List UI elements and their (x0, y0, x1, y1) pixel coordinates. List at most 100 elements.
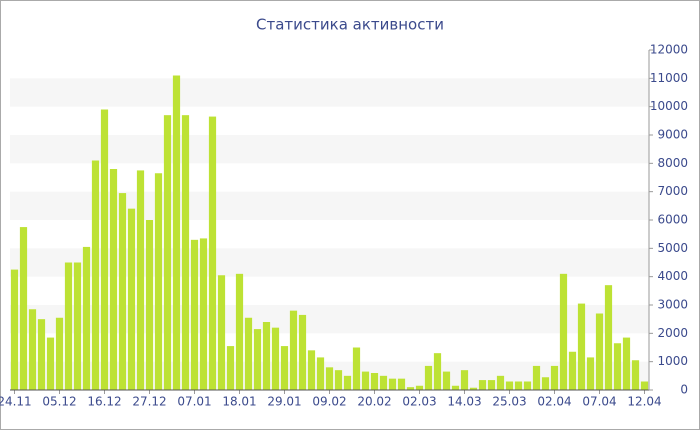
bar (442, 371, 451, 390)
bar (181, 115, 190, 391)
bar (262, 322, 271, 390)
bar (559, 273, 568, 390)
bar (145, 220, 154, 390)
x-tick-label: 29.01 (267, 395, 301, 409)
y-tick-label: 7000 (657, 184, 688, 198)
y-tick-label: 11000 (650, 71, 688, 85)
bar (235, 273, 244, 390)
bar (163, 115, 172, 391)
bar (523, 381, 532, 390)
bar (487, 380, 496, 390)
x-tick-label: 20.02 (357, 395, 391, 409)
bar (388, 378, 397, 390)
bar (289, 310, 298, 390)
y-tick-label: 12000 (650, 43, 688, 57)
bar (316, 357, 325, 390)
y-tick-label: 3000 (657, 298, 688, 312)
bar (361, 371, 370, 390)
bar (514, 381, 523, 390)
bar (505, 381, 514, 390)
bar (325, 367, 334, 390)
y-tick-label: 2000 (657, 326, 688, 340)
bar (91, 160, 100, 390)
bar (532, 365, 541, 390)
bar (64, 262, 73, 390)
bar (208, 116, 217, 390)
grid-band (10, 78, 649, 107)
bar (100, 109, 109, 390)
bar (109, 169, 118, 390)
bar (478, 380, 487, 390)
x-tick-label: 12.04 (627, 395, 661, 409)
bar (46, 337, 55, 390)
bar (568, 351, 577, 390)
bar (451, 385, 460, 390)
x-tick-label: 25.03 (492, 395, 526, 409)
bar (226, 346, 235, 390)
bar (622, 337, 631, 390)
bar (199, 238, 208, 390)
bar (379, 375, 388, 390)
y-tick-label: 8000 (657, 156, 688, 170)
bar (73, 262, 82, 390)
bar (460, 370, 469, 390)
bar (55, 317, 64, 390)
bar (217, 275, 226, 390)
bar (28, 309, 37, 390)
bar (190, 239, 199, 390)
grid-band (10, 135, 649, 164)
bar (424, 365, 433, 390)
bar (541, 377, 550, 390)
x-tick-label: 05.12 (42, 395, 76, 409)
bar (604, 285, 613, 390)
y-tick-label: 5000 (657, 241, 688, 255)
x-tick-label: 09.02 (312, 395, 346, 409)
bar (307, 350, 316, 390)
y-tick-label: 9000 (657, 128, 688, 142)
bar (550, 365, 559, 390)
bar (253, 329, 262, 390)
y-tick-label: 4000 (657, 269, 688, 283)
bar (172, 75, 181, 390)
bar (136, 170, 145, 390)
bar (397, 378, 406, 390)
bar (298, 314, 307, 390)
chart-title: Статистика активности (256, 16, 444, 34)
y-tick-label: 6000 (657, 213, 688, 227)
bar (82, 246, 91, 390)
bar (613, 343, 622, 390)
bar (10, 269, 19, 390)
bar (334, 370, 343, 390)
bar (352, 347, 361, 390)
bar (244, 317, 253, 390)
x-tick-label: 27.12 (132, 395, 166, 409)
bar (127, 208, 136, 390)
bar (280, 346, 289, 390)
bar (271, 327, 280, 390)
y-tick-label: 0 (680, 383, 688, 397)
bar (595, 313, 604, 390)
bar (415, 385, 424, 390)
x-tick-label: 24.11 (0, 395, 32, 409)
bar (577, 303, 586, 390)
x-tick-label: 07.01 (177, 395, 211, 409)
x-tick-label: 02.04 (537, 395, 571, 409)
x-tick-label: 16.12 (87, 395, 121, 409)
bar (469, 387, 478, 390)
x-tick-label: 14.03 (447, 395, 481, 409)
y-tick-label: 10000 (650, 99, 688, 113)
bar (586, 357, 595, 390)
y-tick-label: 1000 (657, 354, 688, 368)
bar (631, 360, 640, 390)
bar (19, 227, 28, 390)
x-tick-label: 07.04 (582, 395, 616, 409)
bar (433, 353, 442, 390)
x-tick-label: 02.03 (402, 395, 436, 409)
bar (496, 375, 505, 390)
bar (343, 375, 352, 390)
bar (154, 173, 163, 390)
bar (37, 319, 46, 390)
bar (406, 387, 415, 390)
bar (118, 193, 127, 390)
